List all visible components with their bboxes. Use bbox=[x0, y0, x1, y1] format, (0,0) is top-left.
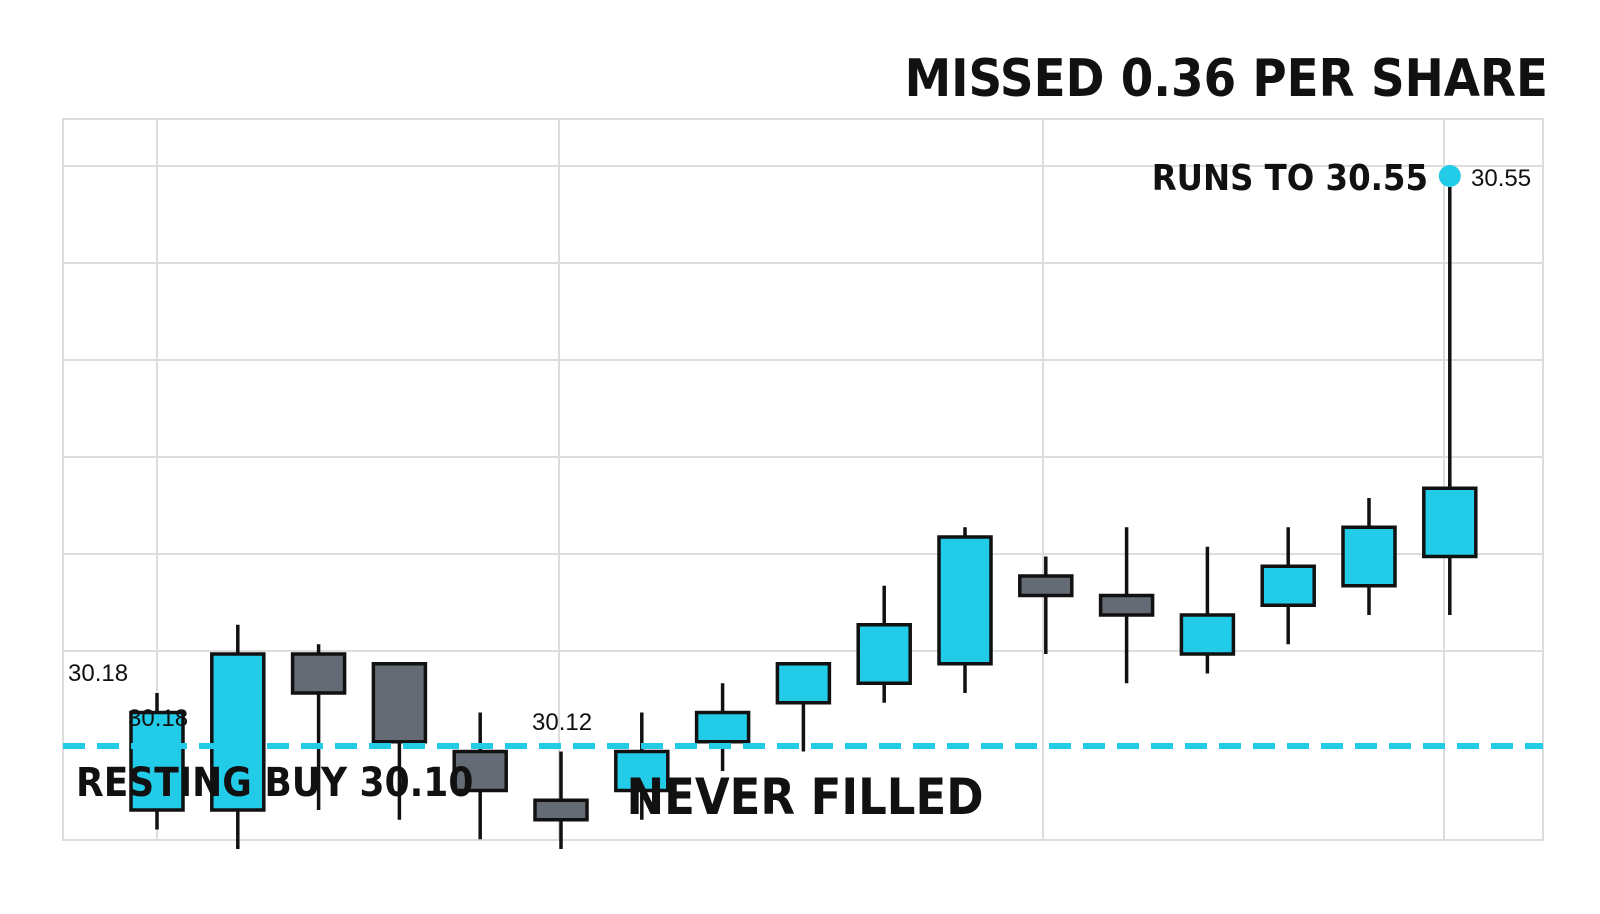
candle-body-bullish bbox=[129, 710, 185, 812]
candle bbox=[856, 585, 912, 703]
plot-frame bbox=[62, 118, 1544, 841]
runs-to-label: RUNS TO 30.55 bbox=[1152, 158, 1428, 199]
data-label-first-low: 30.18 bbox=[128, 705, 188, 732]
candle bbox=[1179, 546, 1236, 674]
candle bbox=[694, 683, 751, 771]
peak-marker bbox=[1438, 165, 1461, 187]
candle-body-bearish bbox=[290, 652, 347, 695]
candle bbox=[452, 712, 508, 840]
candle-body-bullish bbox=[210, 652, 266, 812]
candle-body-bullish bbox=[1260, 564, 1316, 607]
candle-body-bullish bbox=[694, 710, 751, 744]
candle bbox=[1098, 527, 1155, 684]
candle-body-bullish bbox=[1422, 486, 1478, 559]
candle-body-bullish bbox=[1341, 525, 1397, 588]
candle-body-bearish bbox=[452, 749, 508, 793]
candle bbox=[937, 527, 993, 693]
candle-body-bullish bbox=[937, 535, 993, 666]
chart-title: MISSED 0.36 PER SHARE bbox=[905, 49, 1548, 109]
candle bbox=[1018, 556, 1074, 654]
candle-body-bearish bbox=[1018, 574, 1074, 598]
resting-buy-label: RESTING BUY 30.10 bbox=[76, 760, 473, 806]
data-label-peak: 30.55 bbox=[1471, 165, 1531, 192]
data-label-first-open: 30.18 bbox=[68, 660, 128, 687]
never-filled-label: NEVER FILLED bbox=[626, 768, 983, 826]
candle bbox=[533, 751, 589, 849]
candle-body-bearish bbox=[371, 662, 428, 744]
candle-body-bearish bbox=[533, 798, 589, 822]
chart-grid bbox=[62, 118, 1544, 841]
candle-body-bullish bbox=[1179, 613, 1236, 656]
candle bbox=[614, 712, 670, 820]
data-label-lowest-low: 30.12 bbox=[532, 709, 592, 736]
candle bbox=[1341, 498, 1397, 615]
candle-body-bullish bbox=[614, 749, 670, 793]
candle bbox=[1422, 478, 1478, 615]
candle bbox=[290, 644, 347, 810]
candle bbox=[775, 662, 832, 752]
candle bbox=[371, 662, 428, 820]
candles bbox=[129, 187, 1478, 849]
candle-body-bullish bbox=[856, 623, 912, 685]
candle-body-bearish bbox=[1098, 593, 1155, 617]
candle bbox=[129, 693, 185, 830]
candle bbox=[210, 624, 266, 849]
candle-body-bullish bbox=[775, 662, 832, 705]
candle bbox=[1260, 527, 1316, 645]
